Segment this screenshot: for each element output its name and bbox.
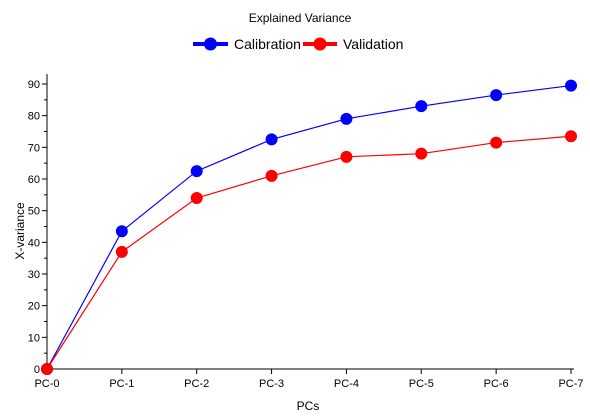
x-tick-label-pc-2: PC-2	[184, 378, 209, 390]
y-tick-label: 30	[28, 269, 40, 281]
legend-calibration-label: Calibration	[234, 36, 301, 52]
validation-point-pc-5	[415, 147, 428, 160]
y-tick-label: 10	[28, 332, 40, 344]
y-tick-label: 50	[28, 206, 40, 218]
axes: 0 10 20 30 40 50 60 70 80 90 PC-0 PC-1 PC-2 PC-3 PC-4 P…	[28, 74, 584, 390]
validation-point-pc-2	[190, 192, 203, 204]
validation-point-pc-0	[41, 363, 53, 375]
calibration-point-pc-2	[190, 165, 203, 178]
legend-validation-marker	[313, 37, 327, 51]
calibration-point-pc-7	[565, 79, 577, 92]
validation-point-pc-3	[265, 169, 278, 182]
calibration-point-pc-6	[490, 89, 503, 102]
validation-line	[46, 135, 572, 370]
y-tick-label: 70	[28, 142, 40, 154]
x-axis-label: PCs	[297, 399, 320, 413]
calibration-point-pc-5	[415, 100, 428, 113]
x-tick-label-pc-6: PC-6	[484, 378, 509, 390]
y-tick-label: 40	[28, 237, 40, 249]
x-tick-label-pc-1: PC-1	[109, 378, 134, 390]
x-tick-label-pc-5: PC-5	[409, 378, 434, 390]
legend: Calibration Validation	[193, 36, 403, 52]
y-axis-label: X-variance	[13, 202, 27, 260]
legend-calibration-marker	[204, 37, 217, 51]
series-layer	[41, 79, 577, 375]
validation-point-pc-1	[115, 245, 128, 258]
y-tick-label: 80	[28, 111, 40, 123]
calibration-point-pc-3	[265, 133, 278, 146]
calibration-point-pc-1	[115, 225, 128, 238]
validation-point-pc-4	[340, 150, 353, 163]
x-tick-label-pc-4: PC-4	[334, 378, 359, 390]
x-tick-label-pc-7: PC-7	[558, 378, 583, 390]
y-tick-label: 90	[28, 79, 40, 91]
validation-point-pc-6	[490, 136, 503, 149]
calibration-line	[46, 84, 572, 370]
x-tick-label-pc-3: PC-3	[259, 378, 284, 390]
y-tick-label: 20	[28, 301, 40, 313]
x-tick-label-pc-0: PC-0	[34, 378, 59, 390]
calibration-point-pc-4	[340, 112, 353, 125]
chart-title: Explained Variance	[249, 11, 352, 25]
validation-point-pc-7	[565, 130, 577, 143]
legend-validation-label: Validation	[343, 36, 403, 52]
y-tick-label: 0	[34, 364, 40, 376]
y-tick-label: 60	[28, 174, 40, 186]
